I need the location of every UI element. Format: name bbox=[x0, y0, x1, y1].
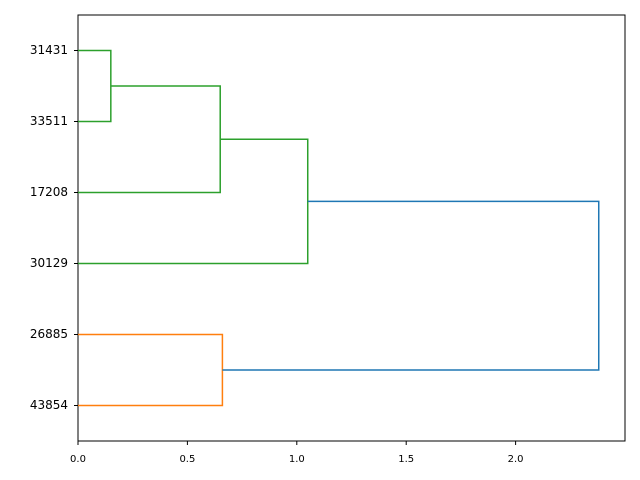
leaf-label: 30129 bbox=[30, 256, 68, 270]
x-tick-label: 0.0 bbox=[70, 454, 86, 465]
x-tick-label: 0.5 bbox=[179, 454, 195, 465]
link bbox=[78, 85, 221, 194]
leaf-label: 33511 bbox=[30, 114, 68, 128]
x-tick-label: 1.0 bbox=[289, 454, 305, 465]
x-tick-label: 1.5 bbox=[398, 454, 414, 465]
link bbox=[222, 200, 600, 371]
link bbox=[78, 138, 309, 265]
leaf-label: 17208 bbox=[30, 185, 68, 199]
link bbox=[78, 333, 224, 407]
leaf-label: 26885 bbox=[30, 327, 68, 341]
x-tick-label: 2.0 bbox=[508, 454, 524, 465]
link bbox=[78, 49, 112, 123]
leaf-label: 31431 bbox=[30, 43, 68, 57]
plot-frame bbox=[77, 14, 626, 442]
leaf-label: 43854 bbox=[30, 398, 68, 412]
